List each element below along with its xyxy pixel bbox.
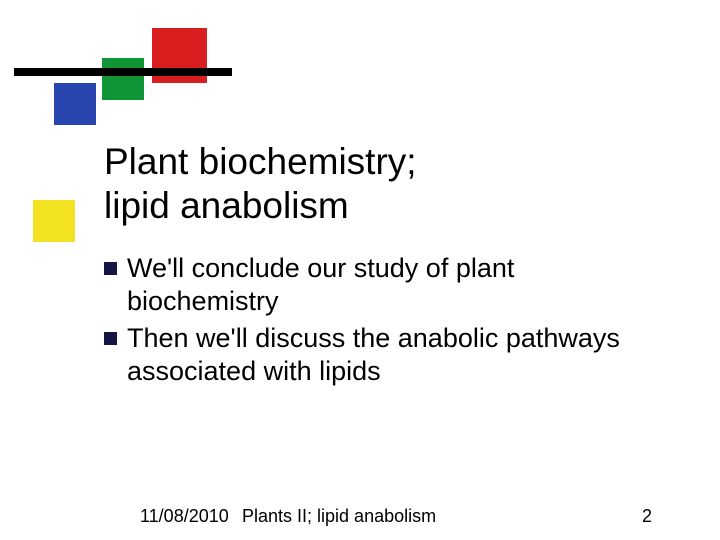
- bullet-icon: [104, 332, 117, 345]
- footer-title: Plants II; lipid anabolism: [242, 506, 436, 527]
- title-line-1: Plant biochemistry;: [104, 140, 417, 184]
- bullet-text: Then we'll discuss the anabolic pathways…: [127, 322, 624, 388]
- bullet-item: We'll conclude our study of plant bioche…: [104, 252, 624, 318]
- bullet-text: We'll conclude our study of plant bioche…: [127, 252, 624, 318]
- title-line-2: lipid anabolism: [104, 184, 417, 228]
- decor-square-green: [102, 58, 144, 100]
- footer-date: 11/08/2010: [140, 506, 229, 527]
- bullet-item: Then we'll discuss the anabolic pathways…: [104, 322, 624, 388]
- slide-title: Plant biochemistry; lipid anabolism: [104, 140, 417, 227]
- decor-square-blue: [54, 83, 96, 125]
- slide: { "decor": { "squares": [ { "x": 54, "y"…: [0, 0, 720, 540]
- decor-square-yellow: [33, 200, 75, 242]
- bullet-icon: [104, 262, 117, 275]
- slide-body: We'll conclude our study of plant bioche…: [104, 252, 624, 388]
- footer-page-number: 2: [642, 506, 652, 527]
- decor-horizontal-line: [14, 68, 232, 76]
